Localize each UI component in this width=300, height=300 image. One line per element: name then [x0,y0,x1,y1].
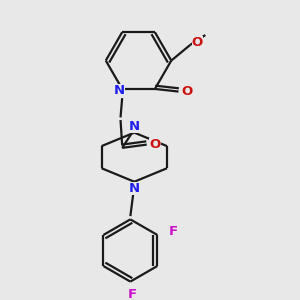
Text: N: N [114,84,125,97]
Text: F: F [128,287,136,300]
Text: O: O [182,85,193,98]
Text: O: O [149,138,161,151]
Text: N: N [129,182,140,195]
Text: F: F [169,225,178,238]
Text: N: N [129,120,140,133]
Text: O: O [192,36,203,50]
